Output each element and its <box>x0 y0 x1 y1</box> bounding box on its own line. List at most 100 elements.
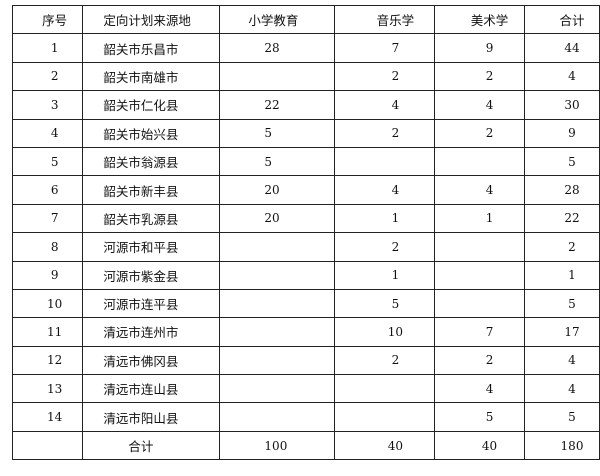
table-cell: 2 <box>524 232 600 262</box>
table-cell: 2 <box>333 118 436 148</box>
table-cell: 5 <box>524 288 600 319</box>
table-cell: 韶关市乐昌市 <box>82 33 221 63</box>
table-cell: 合计 <box>82 430 221 461</box>
table-row: 6 韶关市新丰县 20 4 4 28 <box>11 175 600 205</box>
table-cell: 17 <box>524 317 600 347</box>
table-cell: 序号 <box>11 4 84 35</box>
table-cell: 4 <box>524 374 600 404</box>
table-row: 11 清远市连州市 10 7 17 <box>11 317 600 347</box>
table-cell: 44 <box>524 33 600 63</box>
table-cell: 2 <box>333 232 436 262</box>
table-cell: 韶关市仁化县 <box>82 90 221 120</box>
table-cell: 14 <box>11 402 84 432</box>
table-row: 10 河源市连平县 5 5 <box>11 288 600 319</box>
table-cell <box>333 402 436 432</box>
table-row: 5 韶关市翁源县 5 5 <box>11 146 600 177</box>
table-row: 4 韶关市始兴县 5 2 2 9 <box>11 118 600 148</box>
table-cell: 河源市紫金县 <box>82 260 221 290</box>
table-cell: 清远市阳山县 <box>82 402 221 432</box>
table-header-row: 序号 定向计划来源地 小学教育 音乐学 美术学 合计 <box>11 4 600 35</box>
quota-table: 序号 定向计划来源地 小学教育 音乐学 美术学 合计 1 韶关市乐昌市 28 7 9 44 2 韶关市南雄… <box>11 4 600 461</box>
table-cell: 2 <box>434 61 525 92</box>
table-cell: 22 <box>219 90 335 120</box>
table-cell: 韶关市翁源县 <box>82 146 221 177</box>
table-cell: 2 <box>333 345 436 376</box>
table-cell: 4 <box>333 90 436 120</box>
table-row: 13 清远市连山县 4 4 <box>11 374 600 404</box>
table-cell: 4 <box>524 345 600 376</box>
table-cell: 小学教育 <box>219 4 335 35</box>
table-cell: 22 <box>524 203 600 234</box>
table-cell: 10 <box>333 317 436 347</box>
table-cell: 9 <box>434 33 525 63</box>
table-cell: 5 <box>524 146 600 177</box>
table-cell: 7 <box>11 203 84 234</box>
table-cell: 1 <box>333 203 436 234</box>
table-cell: 音乐学 <box>333 4 436 35</box>
table-cell <box>11 430 84 461</box>
table-row: 3 韶关市仁化县 22 4 4 30 <box>11 90 600 120</box>
table-cell: 5 <box>333 288 436 319</box>
table-cell: 100 <box>219 430 335 461</box>
table-cell <box>434 232 525 262</box>
table-cell <box>219 317 335 347</box>
table-row: 12 清远市佛冈县 2 2 4 <box>11 345 600 376</box>
table-cell: 韶关市始兴县 <box>82 118 221 148</box>
table-cell: 河源市和平县 <box>82 232 221 262</box>
table-cell: 3 <box>11 90 84 120</box>
table-cell: 7 <box>434 317 525 347</box>
table-cell: 合计 <box>524 4 600 35</box>
table-cell: 9 <box>524 118 600 148</box>
table-cell: 美术学 <box>434 4 525 35</box>
table-cell: 13 <box>11 374 84 404</box>
table-cell <box>219 260 335 290</box>
table-cell: 6 <box>11 175 84 205</box>
table-cell: 28 <box>524 175 600 205</box>
table-cell: 180 <box>524 430 600 461</box>
table-cell: 40 <box>434 430 525 461</box>
table-cell: 韶关市乳源县 <box>82 203 221 234</box>
table-cell: 8 <box>11 232 84 262</box>
table-row: 14 清远市阳山县 5 5 <box>11 402 600 432</box>
table-row: 1 韶关市乐昌市 28 7 9 44 <box>11 33 600 63</box>
table-cell <box>333 374 436 404</box>
table-cell: 5 <box>219 146 335 177</box>
table-cell: 7 <box>333 33 436 63</box>
table-cell <box>219 345 335 376</box>
table-cell <box>219 232 335 262</box>
table-cell: 河源市连平县 <box>82 288 221 319</box>
table-cell: 2 <box>11 61 84 92</box>
table-cell: 清远市连州市 <box>82 317 221 347</box>
table-cell: 4 <box>333 175 436 205</box>
table-cell: 1 <box>11 33 84 63</box>
table-cell: 20 <box>219 203 335 234</box>
table-cell: 10 <box>11 288 84 319</box>
table-cell <box>434 288 525 319</box>
table-cell <box>333 146 436 177</box>
table-cell: 4 <box>11 118 84 148</box>
table-cell <box>219 61 335 92</box>
table-cell: 清远市连山县 <box>82 374 221 404</box>
table-cell: 韶关市南雄市 <box>82 61 221 92</box>
table-cell: 5 <box>219 118 335 148</box>
table-cell: 1 <box>524 260 600 290</box>
table-cell <box>219 288 335 319</box>
table-cell: 30 <box>524 90 600 120</box>
table-cell: 4 <box>434 90 525 120</box>
table-cell: 4 <box>434 374 525 404</box>
table-cell: 20 <box>219 175 335 205</box>
table-row: 2 韶关市南雄市 2 2 4 <box>11 61 600 92</box>
table-cell: 28 <box>219 33 335 63</box>
table-cell: 2 <box>333 61 436 92</box>
table-cell: 5 <box>524 402 600 432</box>
table-cell: 4 <box>434 175 525 205</box>
table-row: 9 河源市紫金县 1 1 <box>11 260 600 290</box>
table-cell: 5 <box>434 402 525 432</box>
table-cell: 2 <box>434 118 525 148</box>
table-row: 8 河源市和平县 2 2 <box>11 232 600 262</box>
table-cell: 韶关市新丰县 <box>82 175 221 205</box>
table-cell: 清远市佛冈县 <box>82 345 221 376</box>
table-cell: 11 <box>11 317 84 347</box>
table-total-row: 合计 100 40 40 180 <box>11 430 600 461</box>
table-cell <box>219 374 335 404</box>
